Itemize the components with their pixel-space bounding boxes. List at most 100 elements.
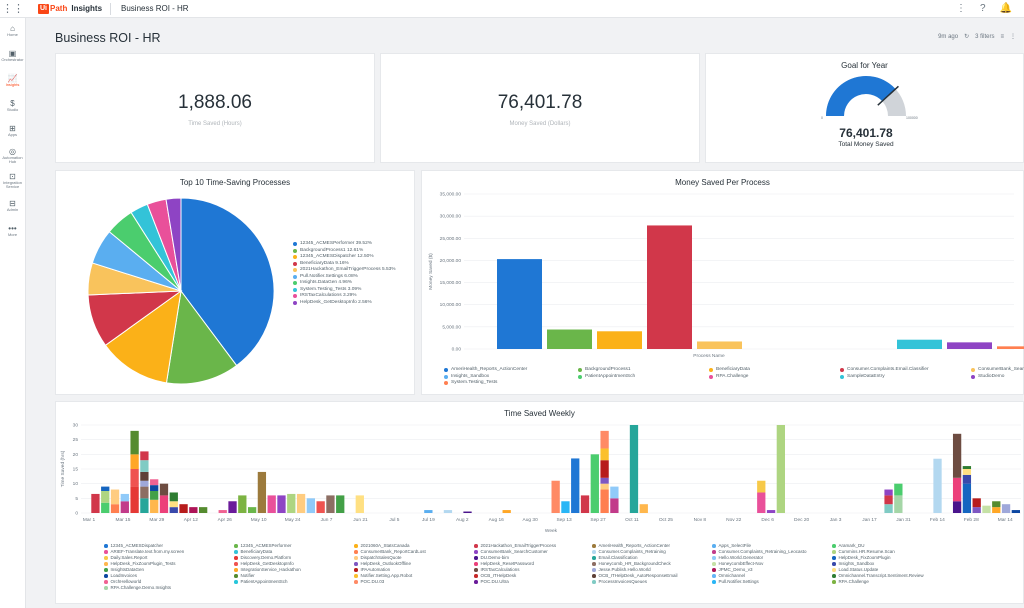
weekly-bar-segment[interactable] <box>952 501 962 513</box>
weekly-bar-segment[interactable] <box>110 504 120 513</box>
money-bar[interactable] <box>947 342 992 349</box>
money-bar[interactable] <box>997 346 1024 349</box>
weekly-legend-item[interactable]: ConsumerBank_SearchCustomer <box>474 549 592 555</box>
weekly-legend-item[interactable]: RPA.Challenge.Demo.Insights <box>104 585 234 591</box>
weekly-legend-item[interactable]: Aramark_DU <box>832 543 952 549</box>
weekly-bar-segment[interactable] <box>884 504 893 513</box>
weekly-bar-segment[interactable] <box>150 491 159 500</box>
weekly-bar-segment[interactable] <box>610 498 619 513</box>
weekly-bar-segment[interactable] <box>257 471 267 513</box>
weekly-legend-item[interactable]: Load.Status.Update <box>832 567 952 573</box>
weekly-legend-item[interactable]: DU.Demo-bim <box>474 555 592 561</box>
weekly-legend-item[interactable]: HelpDesk_GetDesktopInfo <box>234 561 354 567</box>
weekly-bar-segment[interactable] <box>110 489 120 505</box>
weekly-bar-segment[interactable] <box>600 483 609 490</box>
money-bar[interactable] <box>497 259 542 349</box>
weekly-legend-item[interactable]: Insights_Sandbox <box>832 561 952 567</box>
money-legend-item[interactable]: ConsumerBank_SearchCustomer <box>971 367 1024 374</box>
weekly-legend-item[interactable]: Discovery.Demo.Platform <box>234 555 354 561</box>
weekly-bar-segment[interactable] <box>561 501 570 513</box>
pie-slice[interactable] <box>165 197 182 292</box>
weekly-bar-segment[interactable] <box>277 495 286 513</box>
weekly-legend-item[interactable]: Omnichannel <box>712 573 832 579</box>
weekly-bar-segment[interactable] <box>189 507 198 513</box>
weekly-bar-segment[interactable] <box>287 493 296 513</box>
sidebar-item-apps[interactable]: ⊞ Apps <box>0 118 25 143</box>
weekly-bar-segment[interactable] <box>120 493 129 502</box>
notifications-icon[interactable]: 🔔 <box>999 3 1012 14</box>
weekly-legend-item[interactable]: Hello.World.Generator <box>712 555 832 561</box>
weekly-legend-item[interactable]: RPA.Challenge <box>832 579 952 585</box>
weekly-bar-segment[interactable] <box>316 501 325 513</box>
pie-legend-item[interactable]: BeneficiaryData 9.16% <box>293 261 396 268</box>
weekly-bar-segment[interactable] <box>992 507 1001 513</box>
money-legend-item[interactable]: StudioDemo <box>971 374 1024 381</box>
weekly-legend-item[interactable]: Consumer.Complaints_Retraining_Leocasto <box>712 549 832 555</box>
weekly-bar-segment[interactable] <box>228 501 237 513</box>
weekly-bar-segment[interactable] <box>150 485 159 491</box>
weekly-bar-segment[interactable] <box>120 501 129 513</box>
dashboard-menu-icon[interactable]: ⋮ <box>1010 34 1016 40</box>
weekly-legend-item[interactable]: ARIEF-Translate.text.from.my.screen <box>104 549 234 555</box>
weekly-bar-segment[interactable] <box>1011 510 1020 513</box>
weekly-bar-segment[interactable] <box>101 486 110 491</box>
sidebar-item-more[interactable]: ••• More <box>0 218 25 243</box>
money-legend-item[interactable]: BeneficiaryData <box>709 367 822 374</box>
weekly-bar-segment[interactable] <box>150 499 159 513</box>
weekly-bar-segment[interactable] <box>140 451 149 461</box>
weekly-bar-segment[interactable] <box>140 471 149 481</box>
weekly-bar-segment[interactable] <box>972 507 981 513</box>
weekly-bar-segment[interactable] <box>894 483 903 496</box>
pie-legend-item[interactable]: Pull.Notifier.Settings 6.08% <box>293 274 396 281</box>
weekly-bar-segment[interactable] <box>590 454 599 513</box>
help-icon[interactable]: ? <box>979 3 986 14</box>
sidebar-item-admin[interactable]: ⊟ Admin <box>0 193 25 218</box>
weekly-legend-item[interactable]: 12345_ACMESDispatcher <box>104 543 234 549</box>
weekly-bar-segment[interactable] <box>140 480 149 487</box>
weekly-legend-item[interactable]: 2021Hackathon_EmailTriggerProcess <box>474 543 592 549</box>
sidebar-item-home[interactable]: ⌂ Home <box>0 18 25 43</box>
money-legend-item[interactable]: SampleDataEntry <box>840 374 953 381</box>
pie-legend-item[interactable]: BackgroundProcess1 12.61% <box>293 248 396 255</box>
money-bar[interactable] <box>547 329 592 349</box>
weekly-legend-item[interactable]: PatientAppointmentSch <box>234 579 354 585</box>
weekly-bar-segment[interactable] <box>140 486 149 499</box>
more-options-icon[interactable]: ⋮ <box>955 3 966 14</box>
weekly-legend-item[interactable]: Notifier.Setting.App.Robot <box>354 573 474 579</box>
weekly-bar-segment[interactable] <box>952 477 962 502</box>
weekly-legend-item[interactable]: 12345_ACMESPerformer <box>234 543 354 549</box>
weekly-bar-segment[interactable] <box>894 495 903 513</box>
pie-legend-item[interactable]: Insights.DataGen 4.96% <box>293 280 396 287</box>
weekly-bar-segment[interactable] <box>150 479 159 486</box>
weekly-bar-segment[interactable] <box>884 495 893 505</box>
filter-icon[interactable]: ≡ <box>1000 33 1004 40</box>
refresh-icon[interactable]: ↻ <box>964 34 970 40</box>
money-legend-item[interactable]: AmeriHealth_Reports_ActionCenter <box>444 367 560 374</box>
weekly-legend-item[interactable]: Cummins.HR.Resume.Scan <box>832 549 952 555</box>
weekly-bar-segment[interactable] <box>179 504 188 513</box>
weekly-bar-segment[interactable] <box>600 460 609 478</box>
pie-slice[interactable] <box>165 289 238 385</box>
weekly-bar-segment[interactable] <box>992 501 1001 508</box>
sidebar-item-orchestrator[interactable]: ▣ Orchestrator <box>0 43 25 68</box>
weekly-bar-segment[interactable] <box>238 495 247 513</box>
weekly-legend-item[interactable]: Consumer.Complaints_Retraining <box>592 549 712 555</box>
weekly-bar-segment[interactable] <box>610 486 619 499</box>
weekly-legend-item[interactable]: DispatchSalesQuote <box>354 555 474 561</box>
money-bar[interactable] <box>597 331 642 349</box>
money-bar[interactable] <box>697 341 742 349</box>
weekly-legend-item[interactable]: POC.DU.03 <box>354 579 474 585</box>
weekly-legend-item[interactable]: AmeriHealth_Reports_ActionCenter <box>592 543 712 549</box>
money-legend-item[interactable]: BackgroundProcess1 <box>578 367 691 374</box>
money-bar[interactable] <box>897 339 942 349</box>
weekly-bar-segment[interactable] <box>600 477 609 484</box>
sidebar-item-automation-hub[interactable]: ◎ Automation Hub <box>0 143 25 168</box>
weekly-bar-segment[interactable] <box>130 454 139 469</box>
weekly-bar-segment[interactable] <box>600 430 609 449</box>
weekly-bar-segment[interactable] <box>600 448 609 461</box>
weekly-bar-segment[interactable] <box>101 491 110 503</box>
weekly-legend-item[interactable]: IPAAutomation <box>354 567 474 573</box>
weekly-bar-segment[interactable] <box>424 510 433 513</box>
weekly-bar-segment[interactable] <box>629 425 639 513</box>
weekly-bar-segment[interactable] <box>443 510 453 513</box>
